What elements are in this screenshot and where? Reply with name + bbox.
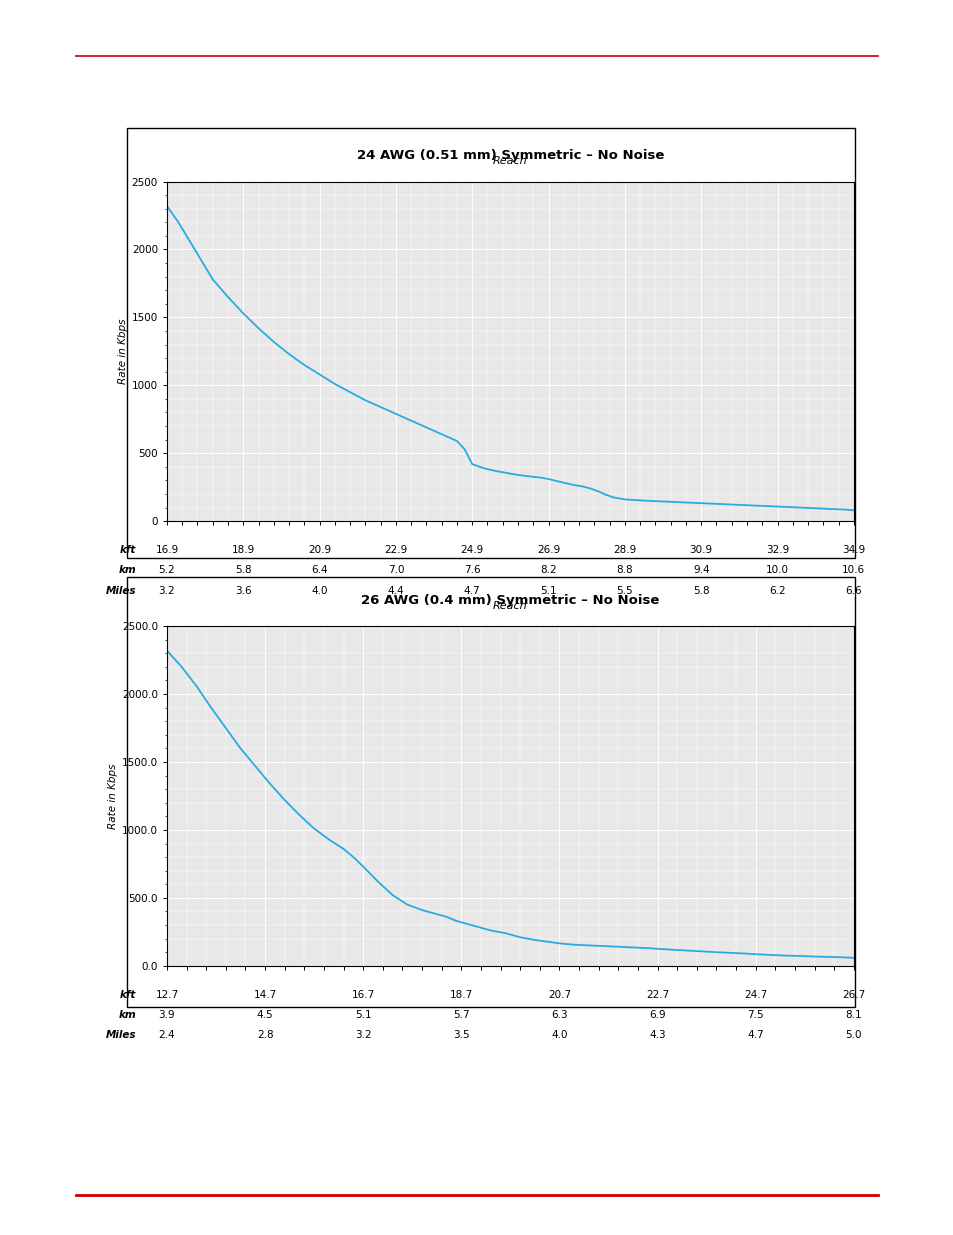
Y-axis label: Rate in Kbps: Rate in Kbps xyxy=(117,319,128,384)
Text: 3.6: 3.6 xyxy=(234,585,252,595)
Text: 4.0: 4.0 xyxy=(551,1030,567,1040)
Text: 26.9: 26.9 xyxy=(537,545,559,555)
Y-axis label: Rate in Kbps: Rate in Kbps xyxy=(108,763,117,829)
Text: 8.1: 8.1 xyxy=(844,1010,862,1020)
Text: 5.8: 5.8 xyxy=(692,585,709,595)
Text: 4.7: 4.7 xyxy=(463,585,480,595)
Text: kft: kft xyxy=(119,989,136,999)
Text: kft: kft xyxy=(119,545,136,555)
Text: 16.7: 16.7 xyxy=(352,989,375,999)
Text: 30.9: 30.9 xyxy=(689,545,712,555)
Text: 6.3: 6.3 xyxy=(551,1010,567,1020)
Text: 4.3: 4.3 xyxy=(649,1030,665,1040)
Text: 7.6: 7.6 xyxy=(463,566,480,576)
Text: 3.2: 3.2 xyxy=(158,585,175,595)
Text: 22.9: 22.9 xyxy=(384,545,407,555)
Text: 32.9: 32.9 xyxy=(765,545,788,555)
Text: 4.5: 4.5 xyxy=(256,1010,274,1020)
Text: 5.7: 5.7 xyxy=(453,1010,469,1020)
Text: 4.0: 4.0 xyxy=(311,585,328,595)
Text: Miles: Miles xyxy=(106,585,136,595)
Text: 7.0: 7.0 xyxy=(387,566,404,576)
Text: 20.7: 20.7 xyxy=(547,989,571,999)
Text: 5.5: 5.5 xyxy=(616,585,633,595)
Text: Reach: Reach xyxy=(493,601,527,611)
Text: 6.4: 6.4 xyxy=(311,566,328,576)
Text: 10.0: 10.0 xyxy=(765,566,788,576)
Text: 3.5: 3.5 xyxy=(453,1030,469,1040)
Text: 3.9: 3.9 xyxy=(158,1010,175,1020)
Text: 5.2: 5.2 xyxy=(158,566,175,576)
Text: 18.7: 18.7 xyxy=(449,989,473,999)
Text: 14.7: 14.7 xyxy=(253,989,276,999)
Text: 5.0: 5.0 xyxy=(844,1030,862,1040)
Text: 34.9: 34.9 xyxy=(841,545,864,555)
Text: 24.7: 24.7 xyxy=(743,989,766,999)
Text: Reach: Reach xyxy=(493,157,527,167)
Text: 4.4: 4.4 xyxy=(387,585,404,595)
Title: 26 AWG (0.4 mm) Symmetric – No Noise: 26 AWG (0.4 mm) Symmetric – No Noise xyxy=(361,594,659,606)
Text: 20.9: 20.9 xyxy=(308,545,331,555)
Text: 6.2: 6.2 xyxy=(768,585,785,595)
Text: 12.7: 12.7 xyxy=(155,989,178,999)
Text: Miles: Miles xyxy=(106,1030,136,1040)
Text: 7.5: 7.5 xyxy=(746,1010,763,1020)
Text: 5.1: 5.1 xyxy=(539,585,557,595)
Text: 8.2: 8.2 xyxy=(539,566,557,576)
Text: km: km xyxy=(118,566,136,576)
Text: 3.2: 3.2 xyxy=(355,1030,371,1040)
Text: 6.6: 6.6 xyxy=(844,585,862,595)
Text: 6.9: 6.9 xyxy=(649,1010,665,1020)
Text: 5.8: 5.8 xyxy=(234,566,252,576)
Text: 5.1: 5.1 xyxy=(355,1010,371,1020)
Text: 8.8: 8.8 xyxy=(616,566,633,576)
Text: 18.9: 18.9 xyxy=(232,545,254,555)
Text: 9.4: 9.4 xyxy=(692,566,709,576)
Text: 2.8: 2.8 xyxy=(256,1030,274,1040)
Text: 2.4: 2.4 xyxy=(158,1030,175,1040)
Text: 22.7: 22.7 xyxy=(645,989,668,999)
Text: 24.9: 24.9 xyxy=(460,545,483,555)
Text: 16.9: 16.9 xyxy=(155,545,178,555)
Text: 26.7: 26.7 xyxy=(841,989,864,999)
Text: 10.6: 10.6 xyxy=(841,566,864,576)
Title: 24 AWG (0.51 mm) Symmetric – No Noise: 24 AWG (0.51 mm) Symmetric – No Noise xyxy=(356,149,663,162)
Text: km: km xyxy=(118,1010,136,1020)
Text: 4.7: 4.7 xyxy=(746,1030,763,1040)
Text: 28.9: 28.9 xyxy=(613,545,636,555)
